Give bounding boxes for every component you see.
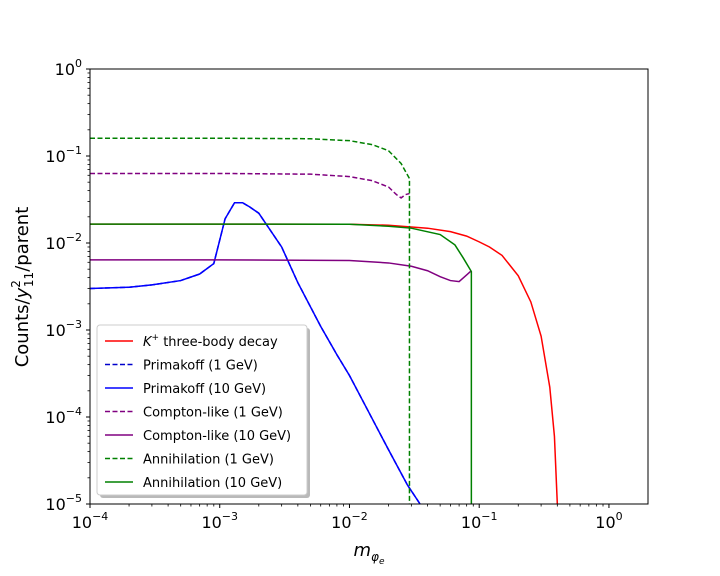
- plot-area-frame: [89, 68, 649, 505]
- legend-label-0: K+ three-body decay: [143, 333, 278, 350]
- series-line-3: [90, 172, 410, 199]
- x-tick-label: 100: [595, 510, 622, 532]
- y-tick-label: 10−4: [45, 405, 82, 427]
- legend-label-2: Primakoff (10 GeV): [143, 382, 266, 397]
- legend-box: [96, 324, 308, 496]
- legend-label-1: Primakoff (1 GeV): [143, 359, 258, 374]
- legend-label-4: Compton-like (10 GeV): [143, 429, 291, 444]
- x-tick-label: 10−2: [331, 510, 368, 532]
- y-tick-label: 10−2: [45, 231, 82, 253]
- series-line-2: [90, 202, 421, 504]
- y-tick-label: 100: [55, 57, 82, 79]
- legend-label-5: Annihilation (1 GeV): [143, 453, 274, 468]
- x-axis-title: mφe: [353, 540, 384, 567]
- series-line-6: [90, 223, 473, 504]
- y-tick-label: 10−1: [45, 144, 82, 166]
- x-tick-label: 10−4: [72, 510, 109, 532]
- series-line-4: [90, 259, 472, 283]
- y-tick-label: 10−5: [45, 492, 82, 514]
- x-tick-label: 10−1: [461, 510, 498, 532]
- y-axis-title: Counts/y211/parent: [9, 207, 36, 368]
- legend: K+ three-body decay Primakoff (1 GeV) Prim…: [96, 324, 310, 498]
- series-line-5: [90, 137, 411, 504]
- tick-layer: 10−4 10−3 10−2 10−1 10010−510−410−310−210−11…: [45, 57, 622, 532]
- legend-label-3: Compton-like (1 GeV): [143, 406, 283, 421]
- legend-label-6: Annihilation (10 GeV): [143, 476, 282, 491]
- series-layer: [90, 137, 559, 504]
- x-tick-label: 10−3: [201, 510, 238, 532]
- y-tick-label: 10−3: [45, 318, 82, 340]
